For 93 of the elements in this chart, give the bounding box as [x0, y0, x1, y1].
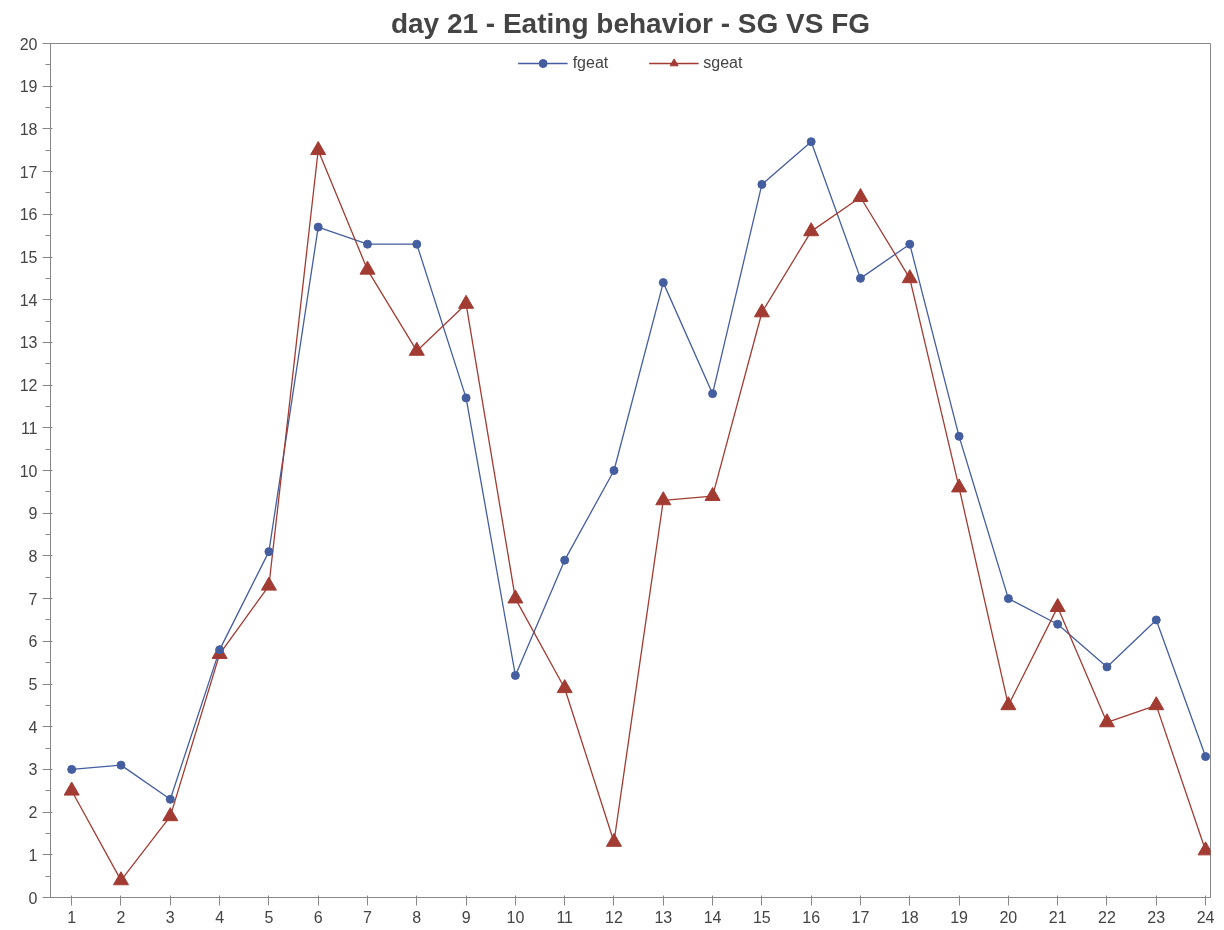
point [658, 278, 668, 288]
x-tick-label: 14 [703, 908, 722, 926]
point [806, 137, 816, 147]
y-tick-label: 11 [20, 419, 38, 437]
x-tick-label: 5 [264, 908, 274, 926]
point [901, 269, 918, 284]
point [609, 466, 619, 475]
x-tick-label: 13 [654, 908, 673, 926]
point [954, 431, 964, 441]
point [1098, 713, 1115, 728]
point [1148, 696, 1165, 711]
point [855, 273, 865, 283]
point [905, 239, 915, 249]
point [852, 188, 869, 203]
y-tick-label: 18 [19, 120, 38, 138]
point [753, 303, 770, 318]
point [1151, 615, 1161, 625]
point [1000, 696, 1017, 711]
x-tick-label: 19 [950, 908, 969, 926]
legend-label: sgeat [703, 54, 743, 72]
y-tick-label: 15 [19, 249, 38, 266]
y-tick-label: 10 [19, 462, 38, 480]
point [605, 832, 622, 847]
y-tick-label: 2 [28, 804, 38, 822]
point [757, 179, 767, 189]
point [310, 141, 327, 156]
y-tick-label: 5 [28, 676, 38, 693]
point [162, 807, 179, 822]
y-tick-label: 8 [28, 547, 38, 565]
x-tick-label: 21 [1048, 908, 1067, 926]
point [507, 589, 524, 604]
y-tick-label: 6 [28, 633, 38, 651]
x-tick-label: 3 [165, 908, 175, 926]
y-tick-label: 0 [28, 889, 38, 907]
y-tick-label: 13 [19, 334, 38, 352]
point [704, 486, 721, 501]
point [67, 764, 77, 774]
y-tick-label: 20 [19, 35, 38, 53]
point [655, 491, 672, 506]
point [116, 760, 126, 770]
chart-title: day 21 - Eating behavior - SG VS FG [390, 7, 871, 39]
y-tick-label: 4 [28, 718, 38, 736]
x-tick-label: 24 [1196, 908, 1215, 926]
x-tick-label: 22 [1098, 908, 1116, 926]
x-tick-label: 4 [215, 908, 225, 926]
x-tick-label: 12 [605, 908, 623, 926]
point [556, 679, 573, 694]
legend-label: fgeat [572, 54, 609, 72]
y-tick-label: 3 [28, 761, 38, 779]
y-tick-label: 16 [19, 206, 38, 224]
point [560, 555, 570, 565]
point [1102, 662, 1112, 672]
point [708, 389, 718, 399]
point [803, 222, 820, 237]
point [1053, 619, 1063, 629]
x-tick-label: 11 [556, 908, 574, 926]
x-tick-label: 18 [900, 908, 919, 926]
point [313, 222, 323, 232]
y-tick-label: 1 [28, 846, 38, 864]
point [1201, 752, 1211, 762]
x-tick-label: 16 [802, 908, 821, 926]
point [412, 239, 422, 249]
x-tick-label: 17 [851, 908, 870, 926]
y-tick-label: 17 [19, 163, 38, 181]
point [260, 576, 277, 591]
point [165, 794, 175, 804]
x-tick-label: 6 [313, 908, 323, 926]
y-tick-label: 9 [28, 505, 38, 523]
x-tick-label: 23 [1147, 908, 1166, 926]
y-tick-label: 12 [19, 377, 38, 395]
point [408, 341, 425, 356]
x-tick-label: 8 [412, 908, 422, 926]
y-tick-label: 14 [19, 291, 38, 309]
point [1003, 594, 1013, 604]
point [264, 547, 274, 557]
point [461, 393, 471, 403]
point [362, 239, 372, 249]
x-tick-label: 1 [67, 908, 77, 926]
point [510, 670, 520, 680]
x-tick-label: 2 [116, 908, 126, 926]
x-tick-label: 15 [752, 908, 771, 926]
y-tick-label: 19 [19, 78, 38, 96]
point [359, 260, 376, 275]
y-tick-label: 7 [28, 590, 38, 608]
point [1049, 597, 1066, 612]
point [113, 871, 129, 886]
point [458, 294, 475, 309]
x-tick-label: 9 [461, 908, 471, 926]
point [63, 781, 80, 796]
x-tick-label: 10 [506, 908, 525, 926]
x-tick-label: 20 [999, 908, 1018, 926]
x-tick-label: 7 [363, 908, 373, 926]
point [951, 478, 968, 493]
